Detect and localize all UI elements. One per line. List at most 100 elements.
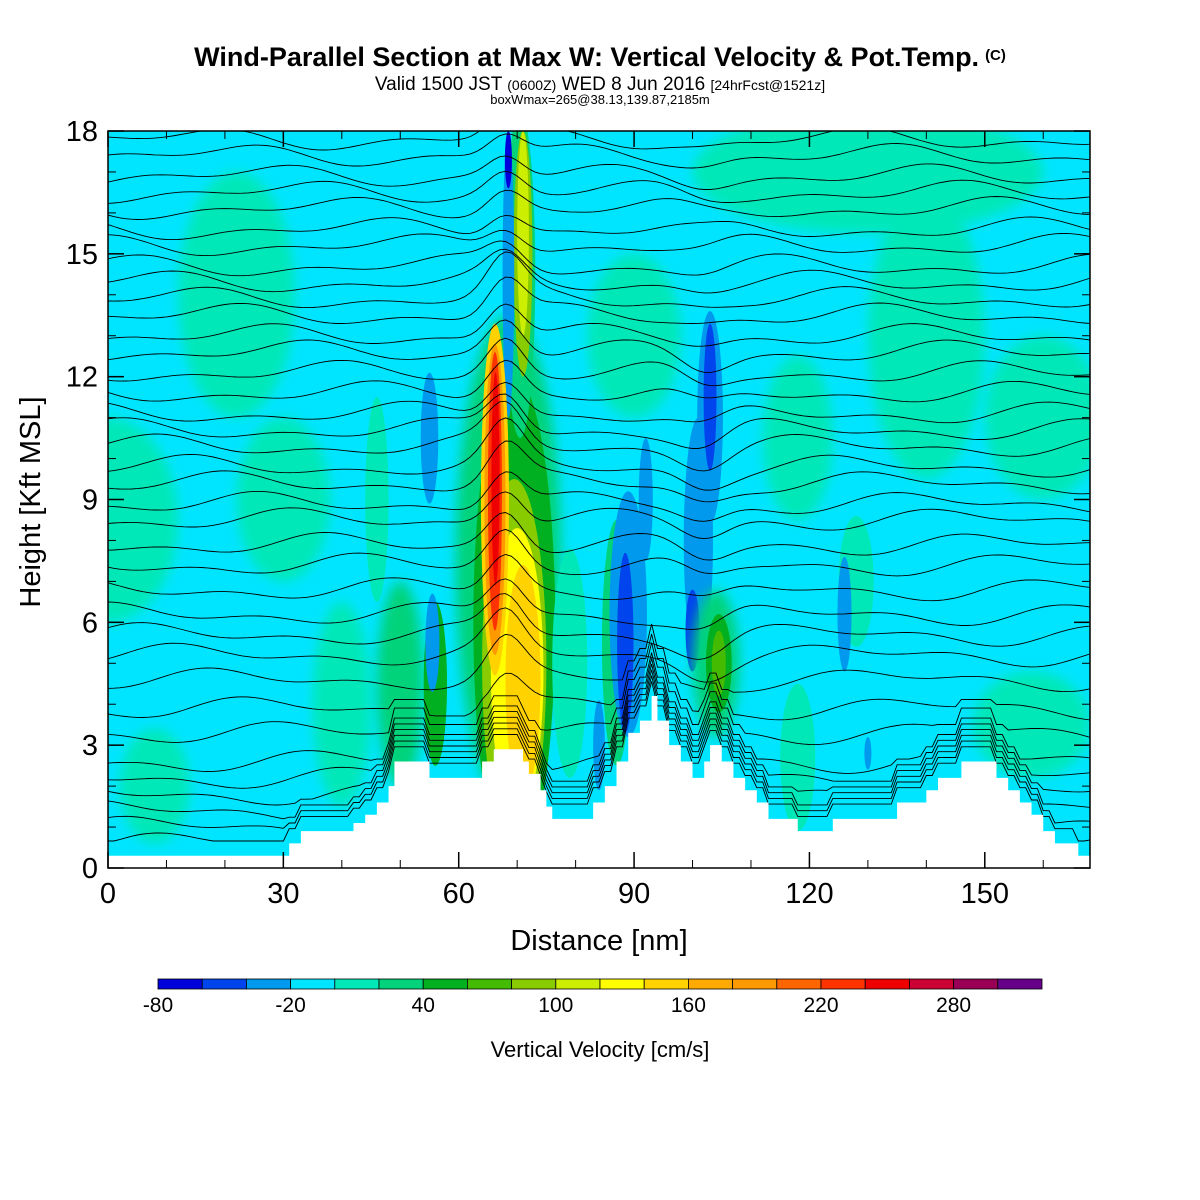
isentrope-line-16 <box>108 471 1090 522</box>
x-tick-label: 150 <box>961 878 1009 910</box>
colorbar-tick-label: 220 <box>803 994 838 1017</box>
isentrope-line-36 <box>108 131 1090 151</box>
velocity-cell-40 <box>864 736 872 770</box>
isentrope-line-17 <box>108 440 1090 503</box>
axis-ticks: 0 30 60 90 120 150 0 3 6 9 12 15 18 <box>66 116 1090 910</box>
colorbar-swatch <box>201 978 247 990</box>
x-tick-label: 30 <box>267 878 299 910</box>
colorbar-swatch <box>422 978 468 990</box>
isentrope-line-1 <box>108 675 1090 829</box>
isentrope-line-7 <box>108 633 1090 721</box>
isentrope-line-19 <box>108 400 1090 472</box>
terrain <box>108 696 1090 868</box>
forecast-label: [24hrFcst@1521z] <box>710 77 826 93</box>
isentrope-line-31 <box>108 214 1090 241</box>
isentrope-line-23 <box>108 337 1090 387</box>
isentrope-line-32 <box>108 189 1090 220</box>
isentrope-line-30 <box>108 229 1090 257</box>
isentrope-line-14 <box>108 512 1090 561</box>
colorbar-swatch <box>290 978 336 990</box>
isentrope-line-33 <box>108 170 1090 204</box>
isentrope-line-22 <box>108 359 1090 403</box>
colorbar-swatch <box>334 978 380 990</box>
colorbar-tick-label: 100 <box>538 994 573 1017</box>
y-tick-label: 0 <box>82 853 98 885</box>
isentrope-line-13 <box>108 528 1090 577</box>
velocity-cell-4 <box>119 728 190 844</box>
x-tick-label: 60 <box>443 878 475 910</box>
isentrope-line-15 <box>108 491 1090 540</box>
colorbar-swatch <box>820 978 866 990</box>
chart-subtitle: Valid 1500 JST (0600Z) WED 8 Jun 2016 [2… <box>0 74 1200 96</box>
velocity-cell-29 <box>638 438 653 561</box>
isentrope-line-34 <box>108 155 1090 190</box>
colorbar-swatch <box>997 978 1043 990</box>
isentrope-line-27 <box>108 251 1090 309</box>
velocity-cell-44 <box>984 335 1090 500</box>
colorbar-swatch <box>732 978 778 990</box>
isentrope-line-25 <box>108 303 1090 347</box>
velocity-cell-8 <box>420 372 439 504</box>
colorbar-swatch <box>466 978 512 990</box>
colorbar-swatch <box>953 978 999 990</box>
colorbar-swatch <box>688 978 734 990</box>
velocity-cell-18 <box>502 131 515 418</box>
colorbar-swatch <box>511 978 557 990</box>
colorbar-swatch <box>776 978 822 990</box>
isentrope-line-4 <box>108 658 1090 789</box>
x-tick-label: 0 <box>100 878 116 910</box>
velocity-cell-7 <box>365 397 389 602</box>
velocity-cell-3 <box>312 601 372 807</box>
colorbar-swatch <box>909 978 955 990</box>
box-wmax-line: boxWmax=265@38.13,139.87,2185m <box>490 92 710 107</box>
isentrope-line-18 <box>108 417 1090 491</box>
colorbar: -80 -20 40 100 160 220 280 <box>143 978 1043 1017</box>
chart-title-tag: (C) <box>985 47 1006 64</box>
isentrope-line-8 <box>108 623 1090 693</box>
isentrope-line-21 <box>108 381 1090 424</box>
colorbar-swatch <box>555 978 601 990</box>
colorbar-tick-label: -80 <box>143 994 173 1017</box>
y-axis-title: Height [Kft MSL] <box>15 396 47 607</box>
colorbar-tick-label: 40 <box>412 994 435 1017</box>
velocity-cell-43 <box>867 192 985 480</box>
x-tick-label: 90 <box>618 878 650 910</box>
plot-area: 0 30 60 90 120 150 0 3 6 9 12 15 18 <box>66 116 1091 910</box>
y-tick-label: 12 <box>66 362 98 394</box>
isentrope-line-12 <box>108 554 1090 602</box>
valid-time: Valid 1500 JST <box>374 74 502 95</box>
isentrope-line-9 <box>108 607 1090 683</box>
velocity-cell-46 <box>587 253 681 418</box>
isentrope-line-29 <box>108 240 1090 277</box>
chart-title: Wind-Parallel Section at Max W: Vertical… <box>0 42 1200 73</box>
colorbar-tick-label: 160 <box>671 994 706 1017</box>
velocity-cell-36 <box>711 630 726 697</box>
y-tick-label: 6 <box>82 607 98 639</box>
velocity-cell-33 <box>703 323 717 471</box>
isentrope-line-5 <box>108 652 1090 774</box>
velocity-cell-41 <box>780 683 816 832</box>
colorbar-swatch <box>157 978 203 990</box>
velocity-cell-17 <box>517 131 529 336</box>
colorbar-title: Vertical Velocity [cm/s] <box>491 1037 710 1062</box>
isentrope-line-2 <box>108 669 1090 820</box>
isentrope-line-11 <box>108 578 1090 630</box>
velocity-cell-24 <box>552 548 588 778</box>
isentropes <box>108 131 1090 842</box>
velocity-cell-45 <box>692 131 1044 234</box>
isentrope-line-10 <box>108 593 1090 660</box>
colorbar-swatch <box>864 978 910 990</box>
colorbar-swatch <box>643 978 689 990</box>
x-tick-label: 120 <box>785 878 833 910</box>
velocity-cell-19 <box>504 131 512 189</box>
x-axis-title: Distance [nm] <box>510 925 687 957</box>
y-tick-label: 15 <box>66 239 98 271</box>
velocity-cell-2 <box>236 417 331 582</box>
y-tick-label: 9 <box>82 485 98 517</box>
colorbar-swatch <box>599 978 645 990</box>
colorbar-swatch <box>378 978 424 990</box>
isentrope-line-24 <box>108 319 1090 374</box>
isentrope-line-0 <box>108 681 1090 842</box>
colorbar-tick-label: 280 <box>936 994 971 1017</box>
